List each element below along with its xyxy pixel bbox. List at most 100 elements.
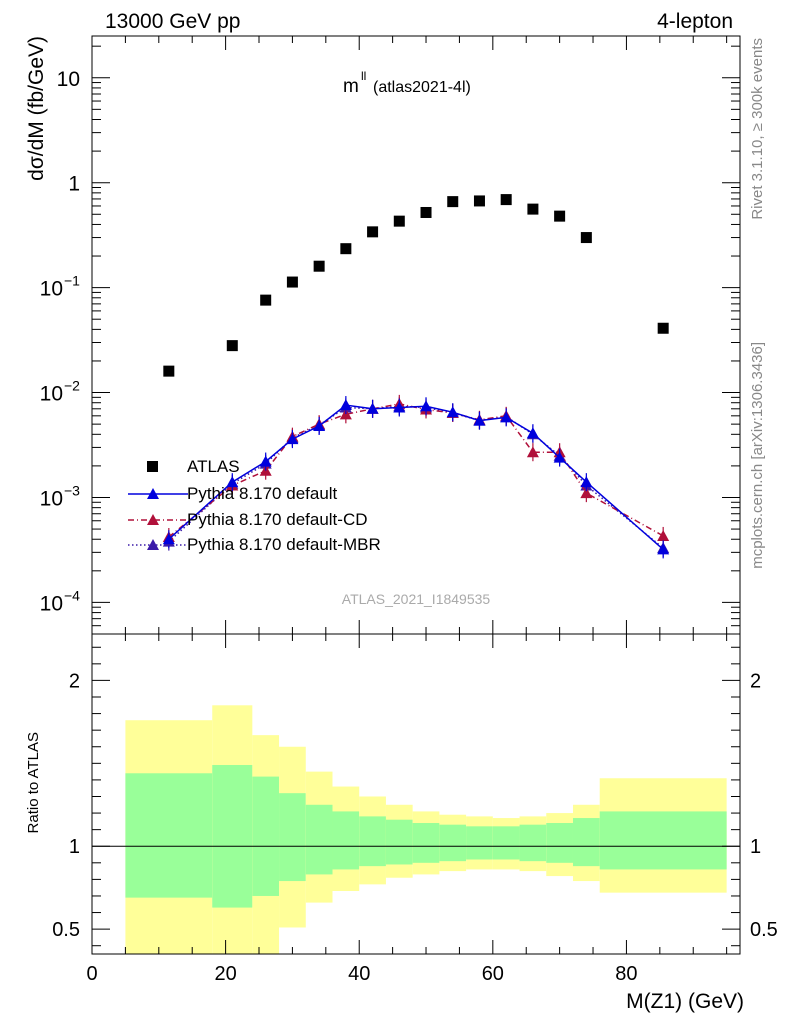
inner-band [305, 804, 333, 875]
legend-label-cd: Pythia 8.170 default-CD [187, 510, 368, 529]
inner-band [212, 764, 253, 908]
ratio-y-tick-label-right: 2 [750, 670, 761, 692]
main-y-tick-label: 10 −2 [40, 378, 81, 406]
ratio-y-tick-label-right: 1 [750, 836, 761, 858]
legend-marker-atlas [147, 461, 158, 472]
legend-label-atlas: ATLAS [187, 457, 240, 476]
x-tick-label: 20 [214, 963, 236, 985]
data-point [367, 226, 379, 238]
legend-entry-mbr: Pythia 8.170 default-MBR [128, 535, 381, 554]
data-point [473, 414, 486, 426]
data-point [526, 446, 539, 458]
data-point [554, 210, 566, 222]
analysis-watermark: ATLAS_2021_I1849535 [342, 591, 491, 607]
legend-marker-default [147, 488, 159, 499]
main-ticks [91, 36, 740, 635]
series-1 [162, 396, 670, 559]
data-point [580, 476, 593, 488]
data-point [286, 276, 298, 288]
legend-marker-cd [147, 514, 159, 525]
data-point [446, 406, 459, 418]
legend-entry-atlas: ATLAS [147, 457, 240, 476]
inner-band [125, 773, 213, 898]
data-point [260, 294, 272, 306]
ratio-y-tick-labels: 0.5 0.5 1 1 2 2 [52, 670, 778, 941]
main-y-tick-base: 10 [40, 278, 63, 301]
series-line [168, 404, 664, 550]
main-marks [162, 194, 670, 559]
data-point [339, 399, 352, 411]
data-point [420, 206, 432, 218]
data-point [526, 427, 539, 439]
inner-band [385, 819, 413, 865]
legend-entry-cd: Pythia 8.170 default-CD [128, 510, 368, 529]
inner-band [252, 776, 280, 896]
data-point [259, 455, 272, 467]
plot-label-superscript: ll [361, 69, 366, 83]
ratio-y-tick-label-right: 0.5 [750, 919, 778, 941]
data-point [163, 365, 175, 377]
inner-band [359, 816, 386, 867]
x-tick-label: 80 [615, 963, 637, 985]
main-y-axis-label: dσ/dM (fb/GeV) [25, 36, 48, 181]
data-point [420, 400, 433, 412]
data-point [393, 215, 405, 227]
energy-label: 13000 GeV pp [105, 10, 240, 33]
inner-band [279, 793, 306, 882]
x-tick-label: 40 [348, 963, 370, 985]
main-y-tick-label: 1 [68, 173, 80, 196]
data-point [580, 232, 592, 244]
x-axis-label: M(Z1) (GeV) [626, 990, 744, 1013]
data-point [313, 419, 326, 431]
main-y-tick-label: 10 −3 [40, 482, 81, 510]
data-point [500, 194, 512, 206]
main-y-tick-exponent: −4 [64, 587, 80, 603]
inner-band [572, 818, 600, 867]
main-y-tick-label: 10 −1 [40, 273, 81, 301]
ratio-y-axis-label: Ratio to ATLAS [25, 732, 42, 833]
inner-band [332, 811, 360, 870]
data-point [313, 260, 325, 272]
data-point [580, 487, 593, 499]
data-point [657, 543, 670, 555]
data-point [473, 195, 485, 207]
legend-entry-default: Pythia 8.170 default [128, 484, 338, 503]
main-y-tick-label: 10 [57, 68, 80, 91]
ratio-ticks [91, 634, 740, 954]
x-tick-label: 0 [86, 963, 97, 985]
inner-band [599, 811, 727, 870]
legend-label-default: Pythia 8.170 default [187, 484, 338, 503]
process-label: 4-lepton [657, 10, 733, 33]
plot-label-analysis: (atlas2021-4l) [373, 79, 471, 96]
main-y-tick-exponent: −1 [64, 273, 80, 289]
data-point [226, 340, 238, 352]
data-point [500, 411, 513, 423]
main-y-tick-exponent: −2 [64, 378, 80, 394]
plot-label-main: m [343, 76, 359, 97]
inner-band [439, 824, 467, 862]
rivet-label: Rivet 3.1.10, ≥ 300k events [749, 38, 766, 220]
data-point [657, 322, 669, 334]
ratio-panel: 0.5 0.5 1 1 2 2 0 20 40 60 80 Ratio to ATLAS M(Z1… [25, 633, 778, 1013]
data-point [226, 476, 239, 488]
legend-marker-mbr [147, 539, 159, 550]
main-y-tick-base: 10 [40, 487, 63, 510]
data-point [553, 451, 566, 463]
main-y-tick-label: 10 −4 [40, 587, 81, 615]
legend-label-mbr: Pythia 8.170 default-MBR [187, 535, 381, 554]
ratio-y-tick-label: 2 [69, 670, 80, 692]
data-point [527, 203, 539, 215]
data-point [447, 196, 459, 208]
data-point [340, 243, 352, 255]
x-tick-label: 60 [482, 963, 504, 985]
data-point [393, 401, 406, 413]
main-y-tick-base: 10 [40, 592, 63, 615]
inner-band [412, 823, 440, 863]
inner-band [546, 823, 573, 863]
data-point [162, 533, 175, 545]
legend: ATLAS Pythia 8.170 default Pythia 8.170 … [128, 457, 381, 554]
ratio-y-tick-label: 1 [69, 836, 80, 858]
series-atlas [163, 194, 669, 377]
